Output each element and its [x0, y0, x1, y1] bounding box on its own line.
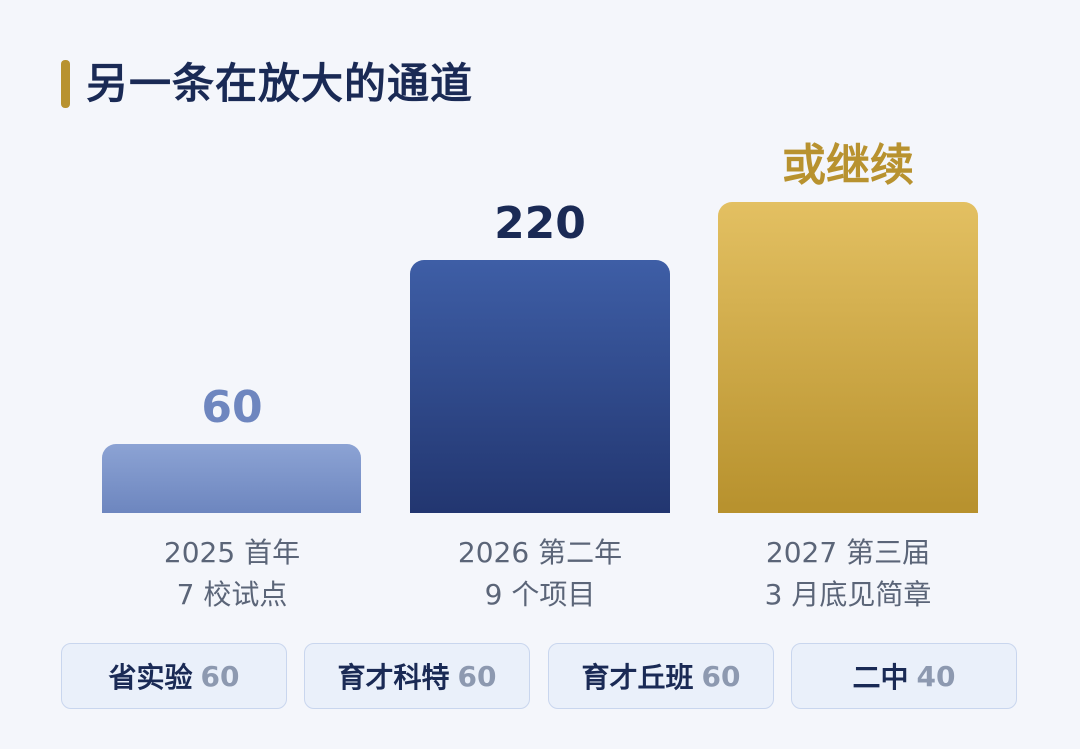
chip-school-name: 育才科特 [337, 661, 450, 694]
chip-quota: 60 [457, 659, 497, 693]
chip-quota: 60 [701, 659, 741, 693]
value-label-2026: 220 [494, 198, 586, 249]
school-chip: 育才丘班 60 [548, 643, 774, 709]
category-label-2027: 2027 第三届 3 月底见简章 [698, 532, 998, 616]
value-label-2025: 60 [201, 382, 263, 433]
chip-school-name: 二中 [852, 661, 909, 694]
chip-quota: 40 [916, 659, 956, 693]
category-label-2026: 2026 第二年 9 个项目 [390, 532, 690, 616]
school-chip: 育才科特 60 [304, 643, 530, 709]
bar-2026 [410, 260, 670, 513]
school-chip: 省实验 60 [61, 643, 287, 709]
value-label-2027: 或继续 [782, 139, 914, 191]
bar-2025 [102, 444, 361, 513]
title-accent-bar [61, 60, 70, 108]
chip-school-name: 省实验 [108, 661, 193, 694]
category-sublabel: 9 个项目 [484, 578, 596, 611]
chip-school-name: 育才丘班 [581, 661, 694, 694]
category-sublabel: 3 月底见简章 [764, 578, 932, 611]
category-year: 2027 第三届 [765, 536, 931, 569]
category-label-2025: 2025 首年 7 校试点 [82, 532, 382, 616]
chip-quota: 60 [200, 659, 240, 693]
category-sublabel: 7 校试点 [176, 578, 288, 611]
category-year: 2025 首年 [163, 536, 301, 569]
bar-2027 [718, 201, 978, 513]
school-chip: 二中 40 [791, 643, 1017, 709]
page-title: 另一条在放大的通道 [86, 59, 474, 108]
category-year: 2026 第二年 [457, 536, 623, 569]
